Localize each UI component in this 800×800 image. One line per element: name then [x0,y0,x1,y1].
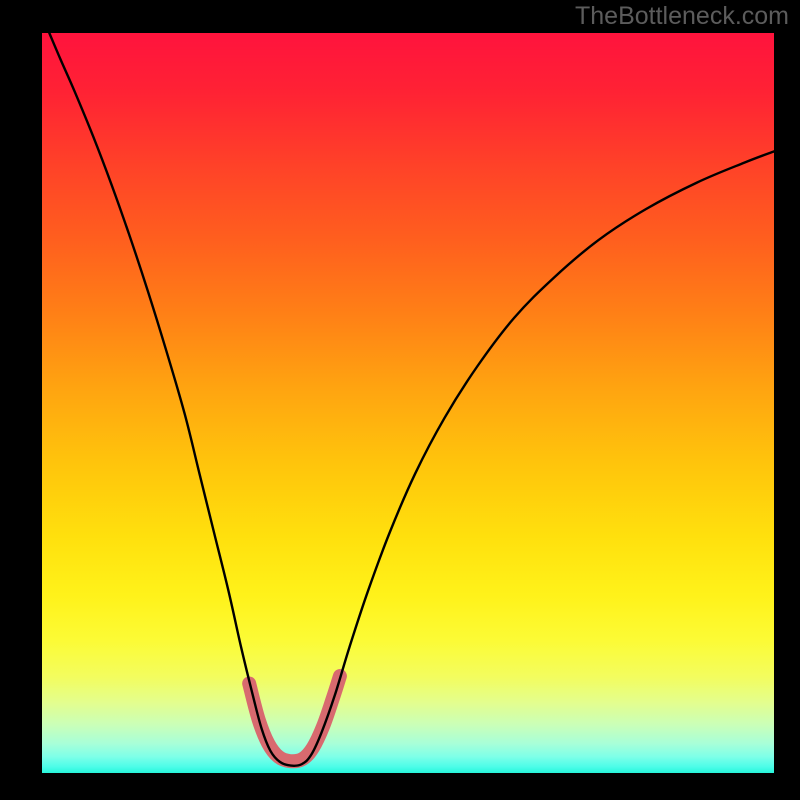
gradient-bg [42,33,774,773]
watermark-text: TheBottleneck.com [575,2,789,31]
chart-svg [0,0,800,800]
chart-stage: TheBottleneck.com [0,0,800,800]
